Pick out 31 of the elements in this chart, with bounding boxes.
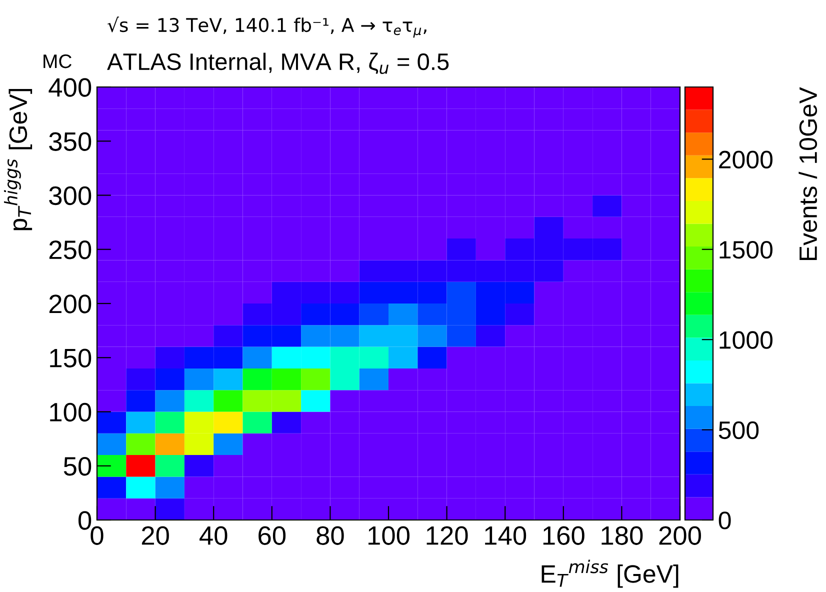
x-tick-label: 100	[368, 526, 410, 545]
x-tick-label: 120	[426, 526, 468, 545]
y-tick-label: 100	[50, 402, 92, 422]
y-tick-label: 300	[49, 186, 92, 206]
x-tick-label: 140	[485, 526, 526, 545]
x-tick-label: 200	[659, 526, 701, 545]
x-tick-label: 60	[258, 526, 286, 545]
y-tick-label: 400	[48, 78, 92, 97]
y-tick-label: 150	[50, 348, 92, 368]
text: MC	[44, 54, 72, 68]
chart-subtitle: ATLAS Internal, MVA R, ζ$_{u}$ = 0.5	[107, 52, 449, 74]
x-tick-label: 160	[543, 526, 584, 545]
x-tick-label: 20	[142, 526, 169, 545]
color-bar-label: 1000	[720, 331, 772, 349]
color-bar-title: Events / 10GeV	[798, 87, 818, 260]
x-tick-label: 80	[316, 526, 344, 545]
x-tick-label: 40	[200, 526, 228, 545]
x-axis-title: E$_{T}$$^{miss}$ [GeV]	[542, 560, 678, 588]
y-tick-label: 350	[49, 132, 92, 151]
x-tick-label: 180	[602, 526, 643, 545]
color-bar-label: 2000	[719, 150, 772, 168]
y-tick-label: 250	[49, 240, 92, 260]
x-tick-label: 0	[90, 526, 104, 545]
y-axis-title: p$_{T}$$^{higgs}$ [GeV]	[4, 88, 32, 230]
color-bar-label: 0	[718, 512, 731, 530]
chart-title: √s = 13 TeV, 140.1 fb⁻¹, A → τ$_{e}$τ$_{μ}$,	[108, 16, 426, 38]
y-tick-label: 200	[49, 294, 92, 314]
color-bar-label: 500	[718, 421, 759, 440]
color-bar-label: 1500	[720, 240, 772, 259]
y-tick-label: 0	[78, 511, 92, 530]
y-tick-label: 50	[64, 457, 92, 476]
